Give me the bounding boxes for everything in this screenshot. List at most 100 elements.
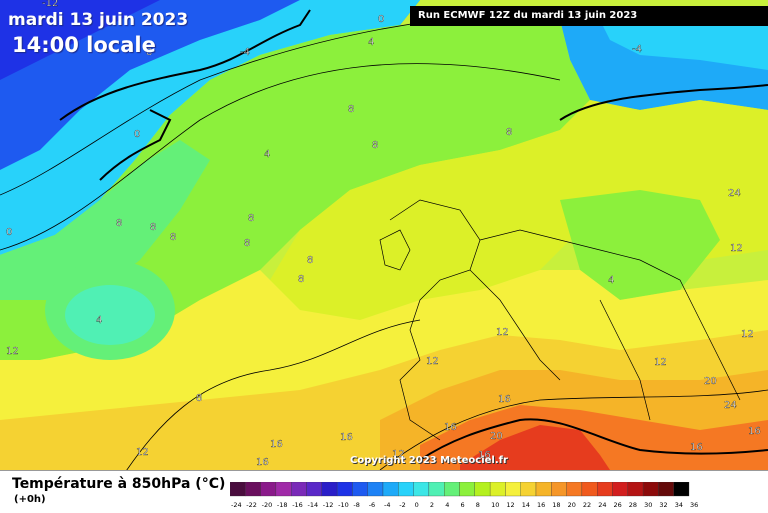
isotherm-label: 4 — [608, 275, 614, 286]
scale-tick-label: 14 — [522, 501, 530, 509]
isotherm-label: 16 — [498, 394, 511, 405]
scale-swatch — [413, 482, 430, 497]
scale-tick-label: 0 — [415, 501, 419, 509]
scale-tick-label: 2 — [430, 501, 434, 509]
isotherm-label: 4 — [264, 149, 270, 160]
europe-borders — [389, 199, 741, 441]
scale-swatch — [520, 482, 537, 497]
scale-swatch — [459, 482, 475, 497]
scale-swatch — [658, 482, 674, 497]
coastline-scandinavia — [559, 84, 768, 121]
isotherm-label: 8 — [248, 213, 254, 224]
scale-tick-label: 16 — [537, 501, 545, 509]
scale-tick-label: -6 — [369, 501, 375, 509]
scale-tick-label: -4 — [384, 501, 390, 509]
scale-swatch — [642, 482, 659, 497]
scale-swatch — [321, 482, 338, 497]
isotherm-label: 16 — [690, 442, 703, 453]
isotherm-label: 8 — [307, 255, 313, 266]
scale-swatch — [352, 482, 368, 497]
isotherm-label: 12 — [741, 329, 754, 340]
uk-outline — [379, 229, 411, 271]
scale-tick-label: 18 — [552, 501, 560, 509]
scale-swatch — [382, 482, 399, 497]
scale-tick-label: 10 — [491, 501, 499, 509]
isotherm-label: -4 — [632, 44, 642, 55]
isotherm-label: 4 — [96, 315, 102, 326]
scale-tick-label: 36 — [690, 501, 698, 509]
coastline-greenland — [59, 9, 311, 121]
isotherm-label: 8 — [150, 222, 156, 233]
scale-swatch — [245, 482, 261, 497]
scale-tick-label: -12 — [323, 501, 334, 509]
isotherm-label: 8 — [244, 238, 250, 249]
scale-tick-label: 30 — [644, 501, 652, 509]
isotherm-label: 12 — [136, 447, 149, 458]
isotherm-label: 8 — [170, 232, 176, 243]
isotherm-16 — [379, 389, 768, 470]
scale-swatch — [428, 482, 445, 497]
scale-tick-label: 6 — [461, 501, 465, 509]
scale-swatch — [535, 482, 552, 497]
isotherm-label: 16 — [748, 426, 761, 437]
scale-tick-label: -18 — [277, 501, 288, 509]
isotherm-label: 8 — [506, 127, 512, 138]
scale-swatch — [474, 482, 491, 497]
scale-swatch — [275, 482, 292, 497]
map-time: 14:00 locale — [12, 33, 156, 57]
copyright-text: Copyright 2023 Meteociel.fr — [350, 455, 508, 466]
scale-swatch — [260, 482, 277, 497]
isotherm-label: 20 — [490, 431, 503, 442]
scale-tick-label: 32 — [659, 501, 667, 509]
scale-swatch — [627, 482, 644, 497]
isotherm-label: 12 — [496, 327, 509, 338]
scale-swatch — [291, 482, 307, 497]
isotherm-label: 12 — [426, 356, 439, 367]
scale-tick-label: -24 — [231, 501, 242, 509]
scale-tick-label: 4 — [445, 501, 449, 509]
run-info: Run ECMWF 12Z du mardi 13 juin 2023 — [410, 6, 768, 26]
scale-swatch — [581, 482, 598, 497]
isotherm-label: 8 — [146, 47, 152, 58]
coastline-africa — [419, 418, 768, 461]
scale-tick-label: -16 — [292, 501, 303, 509]
scale-swatch — [306, 482, 322, 497]
very-hot-core — [460, 425, 610, 470]
isotherm-12 — [126, 319, 421, 470]
isotherm-label: 0 — [6, 227, 12, 238]
isotherm-label: 0 — [134, 129, 140, 140]
isotherm-label: -4 — [240, 47, 250, 58]
isotherm-label: 12 — [392, 449, 405, 460]
scale-swatch — [566, 482, 583, 497]
scale-swatch — [673, 482, 690, 497]
scale-tick-label: 34 — [675, 501, 683, 509]
scale-tick-label: 26 — [614, 501, 622, 509]
scale-swatch — [230, 482, 246, 497]
coastline-iceland — [99, 109, 172, 181]
scale-tick-label: 20 — [568, 501, 576, 509]
legend-footer: Température à 850hPa (°C) (+0h) -24 -22 -2… — [0, 470, 768, 513]
isotherm-label: 8 — [116, 218, 122, 229]
scale-swatch — [367, 482, 384, 497]
scale-tick-label: -10 — [338, 501, 349, 509]
scale-swatch — [489, 482, 506, 497]
color-scale: -24 -22 -20 -18 -16 -14 -12 -10 -8 -6 -4 -2 0 2 4 6 8 10 1… — [230, 482, 698, 509]
cool-band-west — [0, 0, 420, 255]
isotherm-label: 12 — [6, 346, 19, 357]
scale-tick-label: -8 — [353, 501, 359, 509]
coldest-region — [0, 0, 160, 80]
isotherm-label: 4 — [368, 37, 374, 48]
cool-region-northeast — [600, 20, 768, 70]
scale-swatch — [597, 482, 613, 497]
scale-swatch — [444, 482, 460, 497]
scale-swatch — [551, 482, 567, 497]
isotherm-label: 24 — [728, 188, 741, 199]
scale-tick-label: -20 — [262, 501, 273, 509]
scale-tick-label: 22 — [583, 501, 591, 509]
isotherm-label: 16 — [478, 450, 491, 461]
isotherm-label: 12 — [730, 243, 743, 254]
scale-tick-label: 8 — [476, 501, 480, 509]
isotherm-label: 8 — [298, 274, 304, 285]
